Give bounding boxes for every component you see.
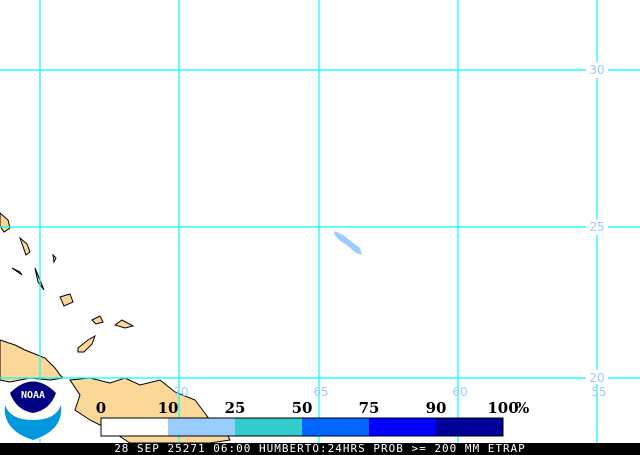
legend-swatch [369,418,436,436]
latitude-labels: 30 25 20 [586,62,608,385]
legend-border [100,417,504,437]
probability-area [334,231,362,255]
legend-tick-label: 50 [292,399,313,417]
legend-tick-label: 90 [426,399,447,417]
legend-tick-label: 75 [359,399,380,417]
legend-tick-label: 100 [487,399,518,417]
color-legend: 0 10 25 50 75 90 100% [96,399,529,437]
legend-swatch [101,418,168,436]
legend-tick-label: 0 [96,399,106,417]
legend-swatch [302,418,369,436]
lon-label-60: 60 [452,385,467,399]
legend-swatch [235,418,302,436]
lon-label-55: 55 [591,385,606,399]
lon-label-70: 70 [173,385,188,399]
lon-label-65: 65 [313,385,328,399]
lat-label-25: 25 [589,220,604,234]
svg-text:NOAA: NOAA [21,390,45,401]
lat-label-20: 20 [589,371,604,385]
legend-swatch [436,418,503,436]
map-caption: 28 SEP 25271 06:00 HUMBERTO:24HRS PROB >… [0,443,640,455]
lat-label-30: 30 [589,63,604,77]
longitude-labels: 70 65 60 55 [173,385,606,399]
legend-tick-label: 10 [158,399,179,417]
legend-unit: % [515,399,529,417]
legend-swatch [168,418,235,436]
lat-lon-grid [0,0,640,443]
noaa-logo: NOAA [3,380,63,440]
legend-tick-label: 25 [225,399,246,417]
